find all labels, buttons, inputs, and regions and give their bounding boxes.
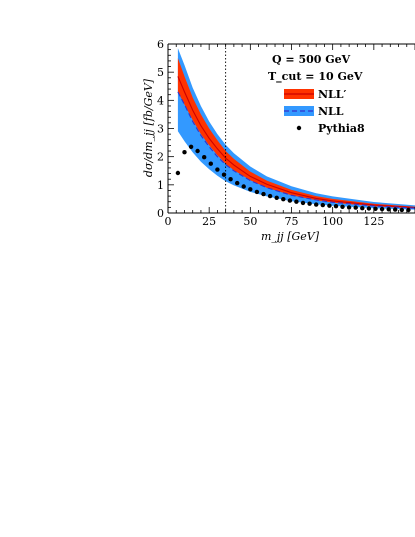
legend-label-nll: NLL: [318, 105, 344, 118]
pythia8-point: [195, 148, 200, 154]
pythia8-point: [393, 207, 398, 212]
legend-label-nllprime: NLL′: [318, 88, 347, 101]
x-tick-label: 75: [285, 215, 299, 228]
pythia8-point: [360, 206, 365, 211]
x-tick-label: 50: [243, 215, 257, 228]
legend-label-pythia8: Pythia8: [318, 122, 365, 135]
pythia8-point: [182, 150, 187, 155]
pythia8-point: [254, 189, 260, 195]
x-tick-label: 125: [363, 215, 384, 228]
annotation-q: Q = 500 GeV: [272, 53, 351, 66]
nllprime-band: [177, 58, 415, 209]
pythia8-point: [294, 199, 299, 204]
pythia8-point: [221, 172, 227, 177]
pythia8-point: [386, 207, 391, 212]
nllprime-central-line: [177, 76, 415, 209]
y-tick-label: 2: [157, 151, 164, 164]
legend: NLL′ NLL Pythia8: [284, 88, 365, 135]
pythia8-point: [366, 206, 372, 211]
pythia8-point: [320, 202, 325, 208]
pythia8-point: [300, 200, 306, 206]
pythia8-point: [346, 205, 352, 210]
y-tick-label: 0: [157, 207, 164, 220]
annotation-tcut: T_cut = 10 GeV: [268, 70, 363, 84]
pythia8-point: [353, 205, 358, 210]
nll-central-line: [177, 91, 415, 209]
y-tick-label: 3: [157, 123, 164, 136]
pythia8-point: [202, 155, 207, 160]
pythia8-point: [327, 203, 332, 208]
y-tick-label: 4: [157, 94, 164, 107]
pythia8-point: [248, 187, 253, 192]
pythia8-point: [261, 191, 266, 197]
legend-swatch-nll: [284, 106, 314, 116]
pythia8-point: [208, 161, 213, 166]
y-axis-title: dσ/dm_jj [fb/GeV]: [142, 78, 155, 177]
x-tick-label: 0: [165, 215, 172, 228]
pythia8-point: [281, 197, 286, 202]
pythia8-point: [267, 193, 273, 199]
y-tick-label: 5: [157, 66, 164, 79]
pythia8-point: [228, 177, 233, 182]
pythia8-point: [399, 207, 404, 213]
pythia8-point: [373, 206, 378, 211]
plot-area: 0 25 50 75 100 125 0 1 2 3 4 5 6: [157, 38, 415, 228]
y-tick-label: 1: [157, 179, 164, 192]
pythia8-point: [340, 204, 345, 209]
pythia8-point: [333, 204, 339, 209]
pythia8-point: [241, 184, 246, 189]
pythia8-point: [406, 207, 411, 213]
pythia8-point: [188, 144, 194, 149]
pythia8-point: [215, 167, 220, 172]
x-tick-label: 100: [322, 215, 343, 228]
pythia8-point: [175, 170, 181, 176]
pythia8-point: [235, 180, 240, 186]
x-tick-label: 25: [202, 215, 216, 228]
y-tick-label: 6: [157, 38, 164, 51]
pythia8-point: [274, 195, 279, 200]
pythia8-point: [379, 206, 385, 212]
pythia8-point: [307, 201, 312, 206]
pythia8-point: [314, 202, 319, 207]
x-axis-title: m_jj [GeV]: [261, 230, 320, 243]
pythia8-point: [287, 198, 293, 203]
legend-marker-pythia8: [296, 125, 302, 131]
